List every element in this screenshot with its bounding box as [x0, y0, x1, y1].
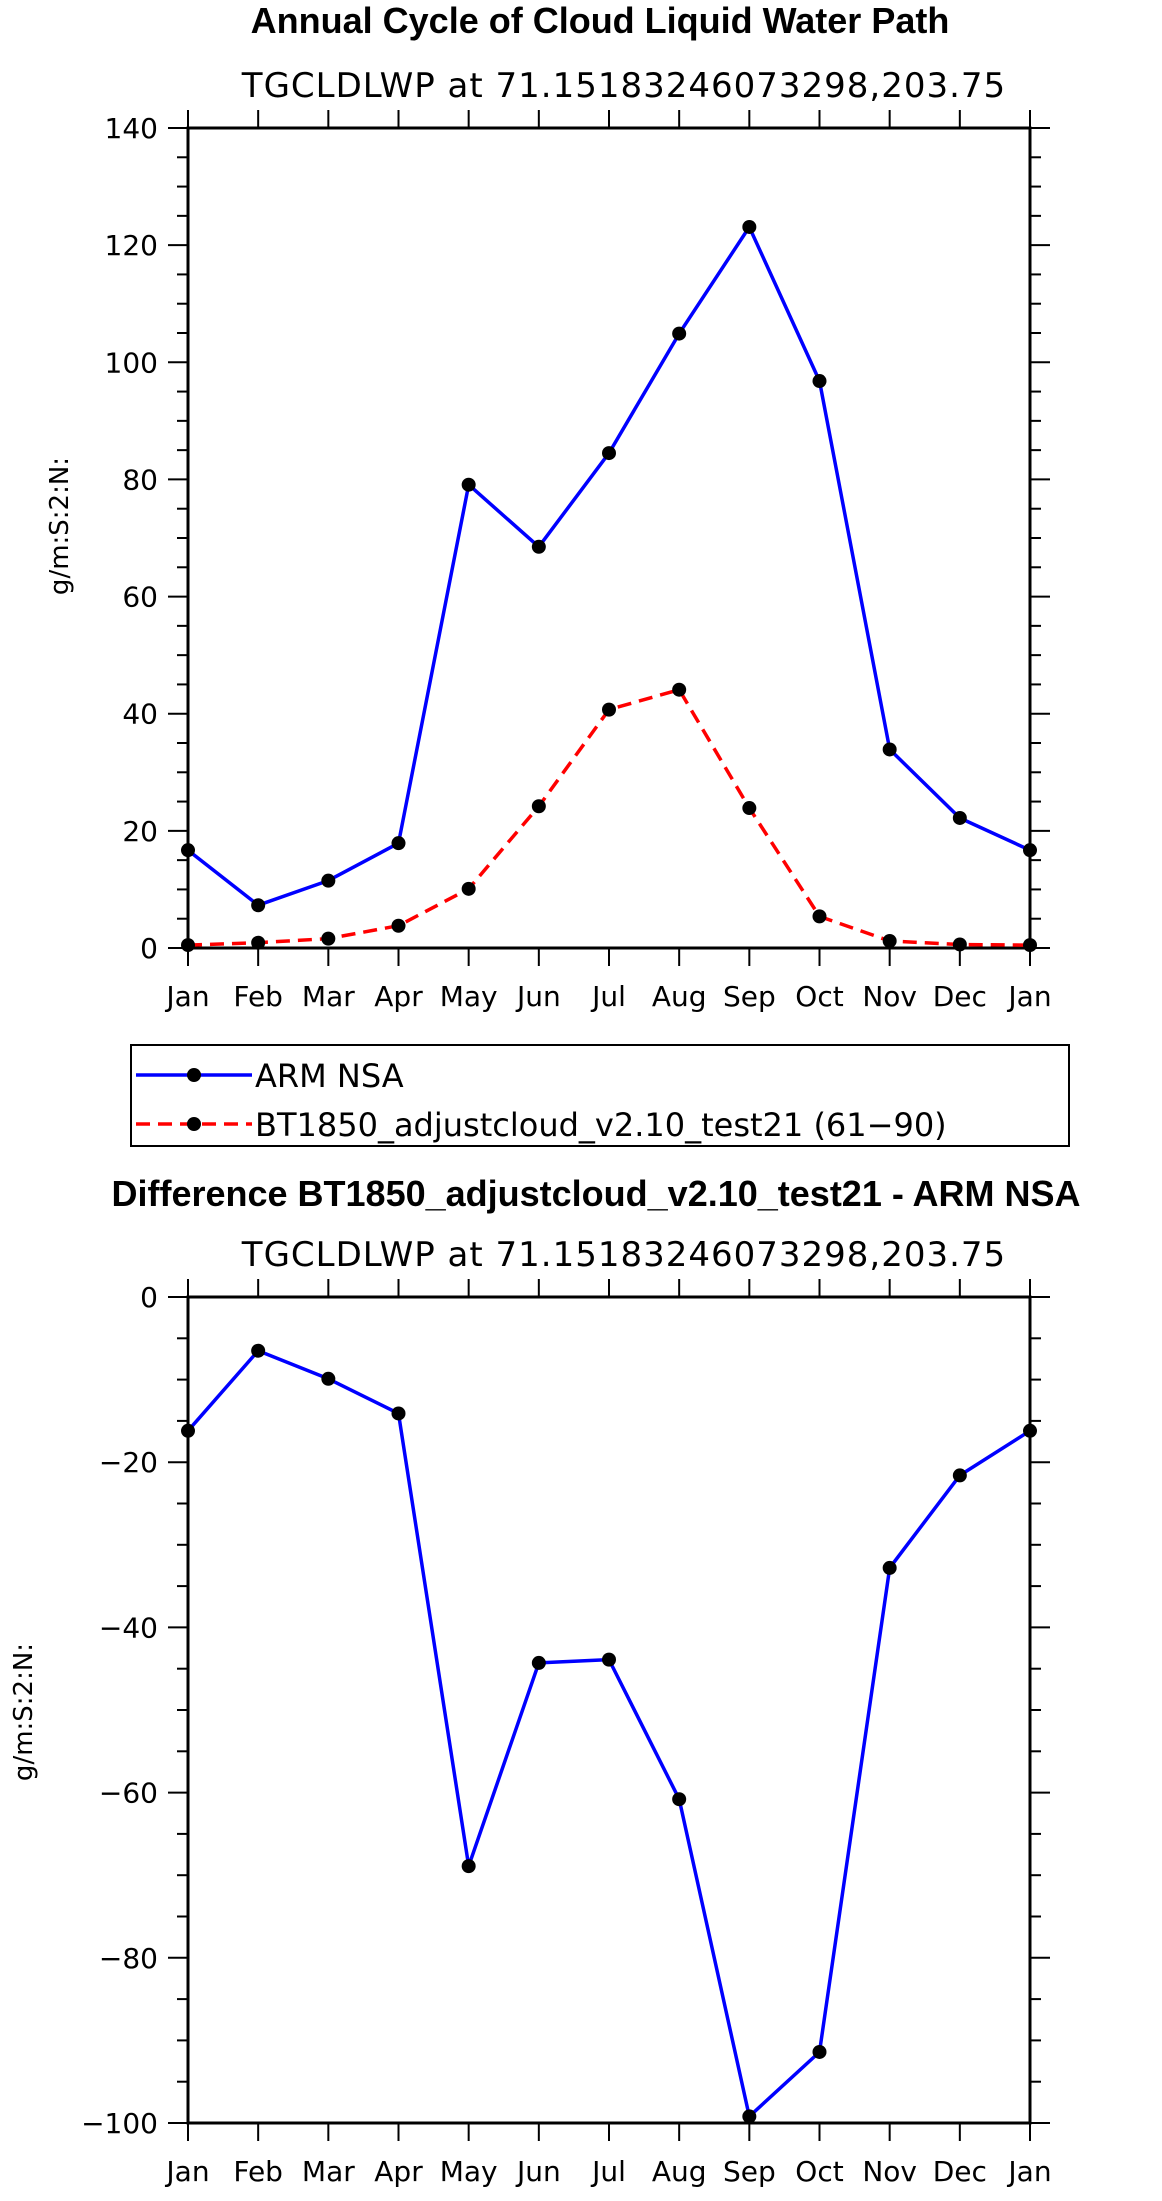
- chart1-series-2-point: [531, 799, 546, 814]
- chart1-series-2-point: [461, 881, 476, 896]
- chart1-series-1-point: [181, 843, 195, 858]
- chart1-y-axis-title: g/m:S:2:N:: [45, 457, 75, 595]
- chart1-ytick-label: 100: [105, 346, 158, 379]
- chart1-frame: [186, 126, 1032, 950]
- chart1-series-2-point: [181, 938, 195, 953]
- chart2-frame: [186, 1295, 1032, 2125]
- chart2-ytick-label: −60: [99, 1777, 158, 1810]
- chart2-ytick-label: −20: [99, 1446, 158, 1479]
- chart1-series-2-point: [1023, 938, 1037, 953]
- chart1-xtick-label: Nov: [862, 980, 917, 1013]
- chart2-xtick-label: Aug: [652, 2155, 707, 2188]
- chart1-xtick-label: Apr: [374, 980, 423, 1013]
- chart1-ytick-label: 120: [105, 229, 158, 262]
- legend-label-model: BT1850_adjustcloud_v2.10_test21 (61−90): [255, 1106, 947, 1144]
- chart1-series-2-point: [952, 937, 967, 952]
- chart2-series-1-point: [461, 1859, 476, 1874]
- chart1-xtick-label: Aug: [652, 980, 707, 1013]
- chart1-series-1-point: [672, 326, 687, 341]
- chart1-series-2-point: [602, 702, 616, 717]
- chart2-xtick-label: Jan: [164, 2155, 209, 2188]
- chart1-xtick-label: Jul: [590, 980, 626, 1013]
- chart1-series-1-point: [251, 898, 266, 913]
- chart1-series-2-point: [672, 682, 687, 697]
- chart1-plot: 0 20 40 60 80 100 120 140 Jan Feb Mar Apr May Jun Jul A…: [105, 110, 1052, 1013]
- chart2-series-1-point: [882, 1560, 897, 1575]
- chart2-series-1-point: [321, 1371, 336, 1386]
- chart1-xtick-label: Feb: [233, 980, 283, 1013]
- chart2-xtick-label: Nov: [862, 2155, 917, 2188]
- chart1-series-1-point: [1023, 843, 1037, 858]
- legend: ARM NSA BT1850_adjustcloud_v2.10_test21 …: [130, 1044, 1070, 1147]
- chart2-ytick-label: −80: [99, 1942, 158, 1975]
- chart2-title: Difference BT1850_adjustcloud_v2.10_test…: [111, 1173, 1080, 1214]
- chart2-series-1-point: [952, 1468, 967, 1483]
- chart2-xtick-label: Oct: [795, 2155, 843, 2188]
- chart2-ytick-label: 0: [140, 1281, 158, 1314]
- chart1-series-2-point: [742, 801, 757, 816]
- legend-marker-model: [187, 1117, 201, 1131]
- chart1-series-1-point: [391, 836, 406, 851]
- chart1-ytick-label: 60: [122, 581, 158, 614]
- chart1-subtitle: TGCLDLWP at 71.15183246073298,203.75: [241, 66, 1006, 106]
- chart1-xtick-label: Mar: [302, 980, 355, 1013]
- chart1-xtick-label: Dec: [933, 980, 987, 1013]
- chart2-series-1-point: [531, 1655, 546, 1670]
- chart2-xtick-label: Feb: [233, 2155, 283, 2188]
- chart2-series-1-point: [602, 1652, 616, 1667]
- chart2-series-1-point: [181, 1423, 195, 1438]
- chart2-series-1-point: [742, 2109, 757, 2124]
- chart1-series-2-line: [187, 687, 1031, 947]
- chart1-series-2-point: [882, 933, 897, 948]
- chart2-series-1-line: [186, 1348, 1031, 2119]
- chart1-series-2-point: [391, 918, 406, 933]
- chart2-ytick-label: −40: [99, 1611, 158, 1644]
- chart1-xtick-label: Jan: [1006, 980, 1051, 1013]
- chart1-series-1-point: [531, 539, 546, 554]
- chart1-xtick-label: May: [440, 980, 498, 1013]
- legend-label-arm: ARM NSA: [255, 1057, 404, 1095]
- chart1-series-2-point: [251, 935, 266, 950]
- chart2-xtick-label: Dec: [933, 2155, 987, 2188]
- chart1-series-1-line: [186, 225, 1031, 907]
- chart1-title: Annual Cycle of Cloud Liquid Water Path: [251, 0, 950, 41]
- chart2-series-1-point: [1023, 1423, 1037, 1438]
- chart1-ytick-label: 80: [122, 463, 158, 496]
- chart1-ytick-label: 40: [122, 698, 158, 731]
- chart1-series-2-point: [321, 931, 336, 946]
- chart1-series-1-point: [812, 374, 827, 389]
- chart1-ytick-label: 140: [105, 112, 158, 145]
- chart2-series-1-point: [672, 1792, 687, 1807]
- chart2-series-1-point: [391, 1406, 406, 1421]
- chart1-series-1-point: [461, 477, 476, 492]
- chart2-series-1-point: [251, 1343, 266, 1358]
- chart2-plot: −100 −80 −60 −40 −20 0 Jan Feb Mar Apr May Jun Jul Au…: [81, 1279, 1052, 2188]
- chart2-xtick-label: Mar: [302, 2155, 355, 2188]
- chart1-ytick-label: 0: [140, 932, 158, 965]
- chart2-xtick-label: Apr: [374, 2155, 423, 2188]
- legend-box: [130, 1044, 1070, 1147]
- chart2-subtitle: TGCLDLWP at 71.15183246073298,203.75: [241, 1235, 1006, 1275]
- chart1-xtick-label: Oct: [795, 980, 843, 1013]
- chart2-y-axis-title: g/m:S:2:N:: [9, 1643, 39, 1781]
- chart2-xtick-label: May: [440, 2155, 498, 2188]
- chart2-ytick-label: −100: [81, 2107, 158, 2140]
- chart1-series-1-point: [882, 742, 897, 757]
- chart1-xtick-label: Jan: [164, 980, 209, 1013]
- chart2-xtick-label: Jan: [1006, 2155, 1051, 2188]
- chart1-series-1-point: [602, 446, 616, 461]
- chart1-xtick-label: Sep: [723, 980, 776, 1013]
- chart1-series-1-point: [321, 873, 336, 888]
- chart1-xtick-label: Jun: [515, 980, 561, 1013]
- chart2-series-1-point: [812, 2044, 827, 2059]
- chart1-series-1-point: [952, 810, 967, 825]
- chart2-xtick-label: Sep: [723, 2155, 776, 2188]
- chart1-series-1-point: [742, 219, 757, 234]
- legend-marker-arm: [187, 1068, 201, 1082]
- chart2-xtick-label: Jul: [590, 2155, 626, 2188]
- chart1-ytick-label: 20: [122, 815, 158, 848]
- chart2-xtick-label: Jun: [515, 2155, 561, 2188]
- chart1-series-2-point: [812, 909, 827, 924]
